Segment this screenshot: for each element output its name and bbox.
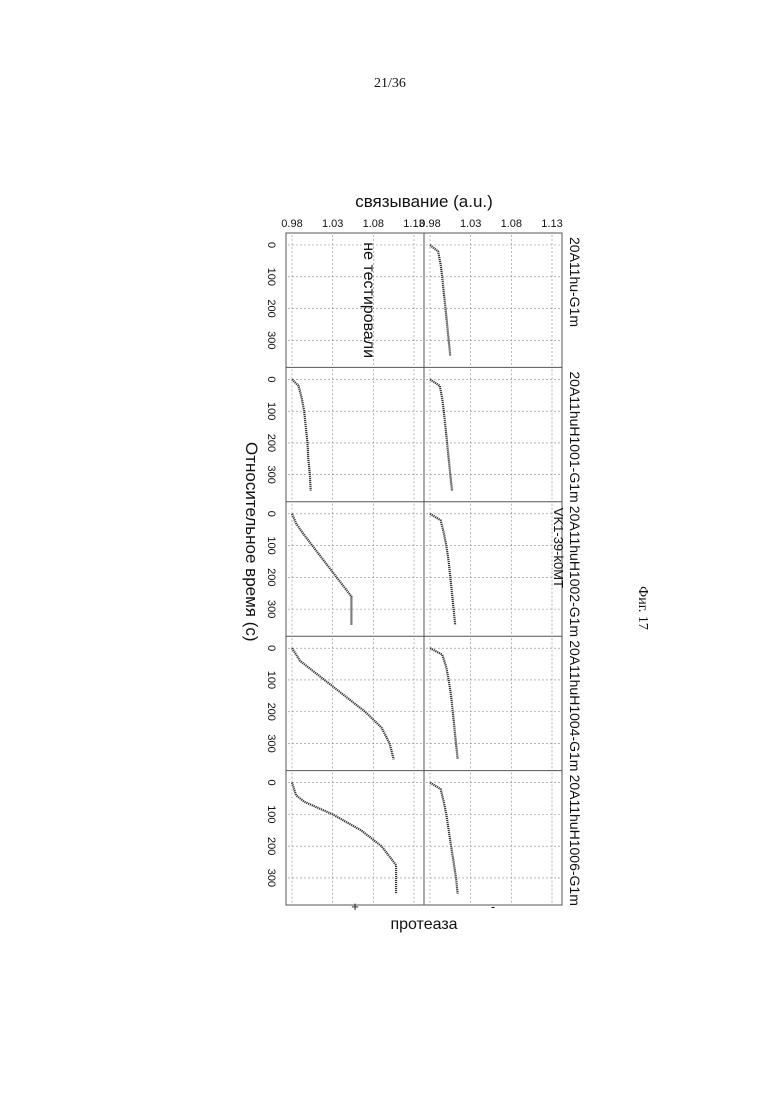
- x-tick-label: 100: [265, 805, 277, 823]
- row-label: +: [351, 899, 359, 914]
- trace-20A11huH1001-G1m-minus: [430, 379, 452, 490]
- trace-20A11huH1002-G1m-plus: [292, 514, 351, 625]
- figure-caption-box: Фиг. 17: [640, 580, 680, 640]
- x-tick-label: 0: [265, 780, 277, 786]
- x-axis-label: Относительное время (с): [242, 442, 261, 642]
- trace-20A11huH1006-G1m-minus: [430, 783, 458, 894]
- x-tick-label: 300: [265, 466, 277, 484]
- trace-20A11huH1004-G1m-minus: [430, 648, 458, 759]
- x-tick-label: 100: [265, 671, 277, 689]
- row-factor-label: протеаза: [390, 916, 457, 933]
- row-label: -: [491, 899, 495, 914]
- column-label: 20A11huH1004-G1m: [567, 640, 583, 771]
- x-tick-label: 100: [265, 536, 277, 554]
- y-tick-label: 1.03: [322, 218, 343, 230]
- trace-20A11huH1006-G1m-plus: [292, 783, 396, 894]
- x-tick-label: 0: [265, 242, 277, 248]
- y-tick-label: 1.08: [501, 218, 522, 230]
- y-tick-label: 1.03: [460, 218, 481, 230]
- x-tick-label: 100: [265, 402, 277, 420]
- figure-caption: Фиг. 17: [634, 586, 650, 630]
- y-tick-label: 1.13: [541, 218, 562, 230]
- trace-20A11huH1004-G1m-plus: [292, 648, 394, 759]
- x-tick-label: 0: [265, 645, 277, 651]
- trace-20A11huH1002-G1m-minus: [430, 514, 455, 625]
- column-label: 20A11hu-G1m: [567, 237, 583, 327]
- y-tick-label: 0.98: [281, 218, 302, 230]
- y-tick-label: 1.13: [403, 218, 424, 230]
- column-label: 20A11huH1006-G1m: [567, 775, 583, 906]
- y-tick-label: 1.08: [363, 218, 384, 230]
- x-tick-label: 200: [265, 837, 277, 855]
- x-tick-label: 0: [265, 376, 277, 382]
- y-axis-label: связывание (a.u.): [355, 192, 493, 211]
- column-label: 20A11huH1002-G1m: [567, 506, 583, 637]
- x-tick-label: 300: [265, 734, 277, 752]
- x-tick-label: 200: [265, 568, 277, 586]
- subheader-label: VK1-39-k0MT: [551, 508, 566, 588]
- not-tested-label: не тестировали: [360, 242, 377, 358]
- x-tick-label: 300: [265, 600, 277, 618]
- x-tick-label: 0: [265, 511, 277, 517]
- panels-layer: [286, 233, 562, 905]
- x-tick-label: 300: [265, 869, 277, 887]
- x-tick-label: 200: [265, 703, 277, 721]
- labels-layer: 20A11hu-G1m 20A11huH1001-G1m 20A11huH1002-…: [242, 192, 583, 933]
- trace-20A11huH1001-G1m-plus: [292, 379, 311, 490]
- x-tick-label: 200: [265, 434, 277, 452]
- x-tick-label: 100: [265, 268, 277, 286]
- x-tick-label: 200: [265, 299, 277, 317]
- trace-20A11hu-G1m-minus: [430, 245, 450, 356]
- column-label: 20A11huH1001-G1m: [567, 371, 583, 502]
- x-tick-label: 300: [265, 331, 277, 349]
